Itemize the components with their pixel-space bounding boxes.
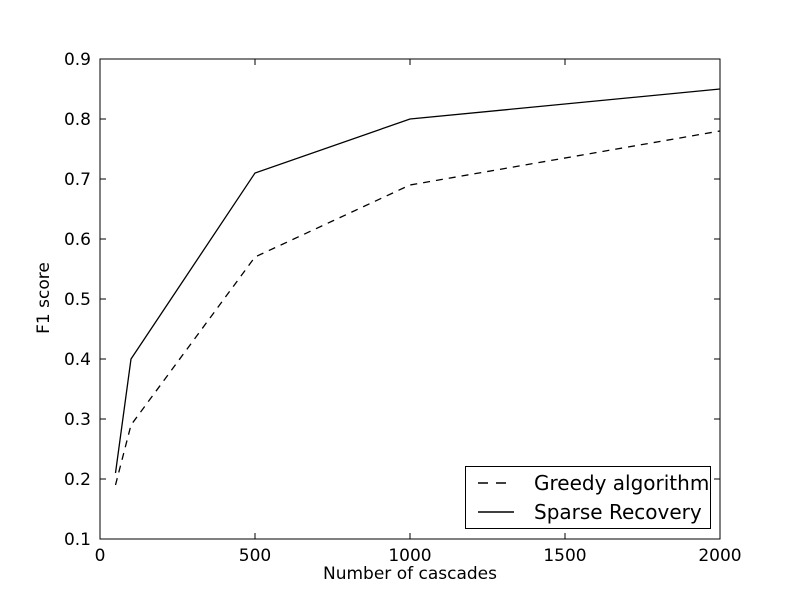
y-tick-label: 0.4 — [64, 350, 91, 370]
x-tick-label: 500 — [239, 546, 271, 566]
y-tick-label: 0.1 — [64, 530, 91, 550]
legend-dashed-line-sample — [478, 482, 514, 484]
series-line-sparse-recovery — [114, 88, 721, 474]
y-tick-label: 0.6 — [64, 230, 91, 250]
x-tick-label: 0 — [95, 546, 106, 566]
y-tick-label: 0.7 — [64, 170, 91, 190]
legend-entry: Sparse Recovery — [478, 498, 710, 527]
y-tick-label: 0.9 — [64, 50, 91, 70]
y-tick-label: 0.8 — [64, 110, 91, 130]
legend-entry: Greedy algorithm — [478, 469, 710, 498]
x-tick-label: 1500 — [543, 546, 586, 566]
y-tick-label: 0.2 — [64, 470, 91, 490]
y-axis-label: F1 score — [34, 262, 54, 334]
legend-label: Greedy algorithm — [534, 471, 710, 495]
y-tick-label: 0.3 — [64, 410, 91, 430]
legend-label: Sparse Recovery — [534, 500, 702, 524]
x-tick-label: 1000 — [388, 546, 431, 566]
series-line-greedy-algorithm — [114, 130, 721, 486]
x-axis-label: Number of cascades — [323, 564, 497, 584]
legend-solid-line-sample — [478, 511, 514, 513]
x-tick-label: 2000 — [698, 546, 741, 566]
legend: Greedy algorithm Sparse Recovery — [465, 466, 711, 529]
y-tick-label: 0.5 — [64, 290, 91, 310]
